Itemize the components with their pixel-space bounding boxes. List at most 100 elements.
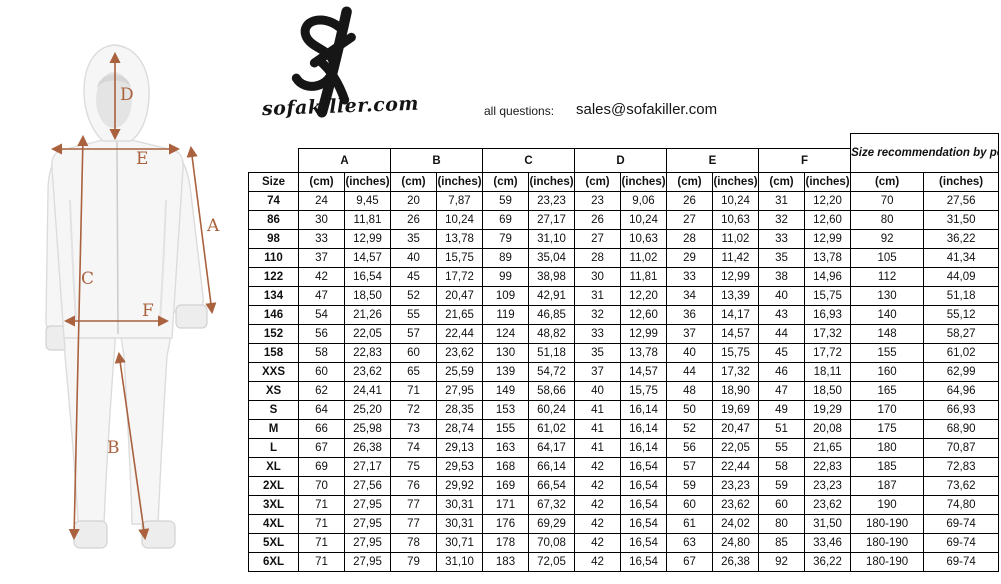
value-cell: 11,81 (344, 210, 391, 230)
value-cell: 70 (298, 476, 345, 496)
value-cell: 130 (850, 286, 925, 306)
value-cell: 78 (390, 533, 437, 553)
value-cell: 12,99 (712, 267, 759, 287)
value-cell: 72 (390, 400, 437, 420)
value-cell: 57 (666, 457, 713, 477)
value-cell: 29 (666, 248, 713, 268)
value-cell: 18,50 (803, 381, 852, 401)
value-cell: 30,71 (436, 533, 483, 553)
value-cell: 52 (666, 419, 713, 439)
value-cell: 42 (298, 267, 345, 287)
value-cell: 52 (390, 286, 437, 306)
unit-header-inches-c: (inches) (528, 172, 575, 192)
value-cell: 59 (666, 476, 713, 496)
measurement-diagram: .garment { fill:#f6f6f6; stroke:#dcdcdc;… (0, 0, 250, 584)
value-cell: 62 (298, 381, 345, 401)
value-cell: 9,45 (344, 191, 391, 211)
value-cell: 130 (482, 343, 529, 363)
group-header-e: E (666, 148, 759, 173)
value-cell: 40 (390, 248, 437, 268)
value-cell: 11,42 (712, 248, 759, 268)
value-cell: 27,95 (344, 533, 391, 553)
value-cell: 7,87 (436, 191, 483, 211)
value-cell: 27,56 (344, 476, 391, 496)
value-cell: 31 (574, 286, 621, 306)
unit-header-inches-recommendation: (inches) (923, 172, 1000, 192)
value-cell: 33,46 (803, 533, 852, 553)
value-cell: 51,18 (923, 286, 1000, 306)
value-cell: 66,54 (528, 476, 575, 496)
value-cell: 99 (482, 267, 529, 287)
value-cell: 23,62 (712, 495, 759, 515)
size-label: 6XL (248, 552, 299, 572)
value-cell: 60 (298, 362, 345, 382)
measure-label-d: D (120, 85, 134, 105)
size-column-header: Size (248, 172, 299, 192)
table-row-size-m: M 66 25,98 73 28,74 155 61,02 41 16,14 52 20,47 51 2… (248, 419, 1000, 439)
value-cell: 45 (758, 343, 805, 363)
value-cell: 33 (758, 229, 805, 249)
value-cell: 175 (850, 419, 925, 439)
table-row-size-110: 110 37 14,57 40 15,75 89 35,04 28 11,02 29 11,42 35… (248, 248, 1000, 268)
table-row-size-s: S 64 25,20 72 28,35 153 60,24 41 16,14 50 19,69 49 1… (248, 400, 1000, 420)
value-cell: 65 (390, 362, 437, 382)
value-cell: 64 (298, 400, 345, 420)
value-cell: 15,75 (620, 381, 667, 401)
size-label: XXS (248, 362, 299, 382)
value-cell: 30 (574, 267, 621, 287)
value-cell: 60,24 (528, 400, 575, 420)
zipper-line (116, 141, 119, 335)
value-cell: 71 (298, 514, 345, 534)
value-cell: 59 (482, 191, 529, 211)
value-cell: 105 (850, 248, 925, 268)
value-cell: 79 (390, 552, 437, 572)
contact-email[interactable]: sales@sofakiller.com (576, 101, 718, 118)
unit-header-inches-d: (inches) (620, 172, 667, 192)
value-cell: 169 (482, 476, 529, 496)
value-cell: 69 (298, 457, 345, 477)
value-cell: 23,23 (712, 476, 759, 496)
value-cell: 55 (758, 438, 805, 458)
size-label: 122 (248, 267, 299, 287)
value-cell: 40 (666, 343, 713, 363)
value-cell: 26 (574, 210, 621, 230)
value-cell: 31,50 (923, 210, 1000, 230)
table-row-size-xxs: XXS 60 23,62 65 25,59 139 54,72 37 14,57 44 17,32 4… (248, 362, 1000, 382)
value-cell: 18,11 (803, 362, 852, 382)
value-cell: 11,02 (620, 248, 667, 268)
table-row-size-4xl: 4XL 71 27,95 77 30,31 176 69,29 42 16,54 61 24,02 8… (248, 514, 1000, 534)
value-cell: 42 (574, 476, 621, 496)
group-header-f: F (757, 148, 852, 173)
unit-header-inches-b: (inches) (436, 172, 483, 192)
value-cell: 92 (850, 229, 925, 249)
value-cell: 73 (390, 419, 437, 439)
value-cell: 18,90 (712, 381, 759, 401)
unit-header-inches-e: (inches) (712, 172, 759, 192)
value-cell: 35 (574, 343, 621, 363)
value-cell: 71 (298, 495, 345, 515)
measure-label-e: E (136, 149, 149, 169)
table-row-size-74: 74 24 9,45 20 7,87 59 23,23 23 9,06 26 10,24 31 12,2… (248, 191, 1000, 211)
value-cell: 33 (298, 229, 345, 249)
value-cell: 72,05 (528, 552, 575, 572)
value-cell: 37 (666, 324, 713, 344)
value-cell: 44,09 (923, 267, 1000, 287)
value-cell: 22,05 (344, 324, 391, 344)
value-cell: 22,44 (436, 324, 483, 344)
table-row-size-98: 98 33 12,99 35 13,78 79 31,10 27 10,63 28 11,02 33 1… (248, 229, 1000, 249)
value-cell: 64,96 (923, 381, 1000, 401)
value-cell: 49 (758, 400, 805, 420)
value-cell: 16,54 (620, 514, 667, 534)
value-cell: 16,54 (620, 533, 667, 553)
value-cell: 60 (758, 495, 805, 515)
value-cell: 57 (390, 324, 437, 344)
value-cell: 14,57 (712, 324, 759, 344)
value-cell: 16,54 (344, 267, 391, 287)
questions-label: all questions: (484, 104, 555, 118)
value-cell: 54,72 (528, 362, 575, 382)
value-cell: 42 (574, 457, 621, 477)
value-cell: 28 (574, 248, 621, 268)
value-cell: 21,26 (344, 305, 391, 325)
value-cell: 42 (574, 552, 621, 572)
